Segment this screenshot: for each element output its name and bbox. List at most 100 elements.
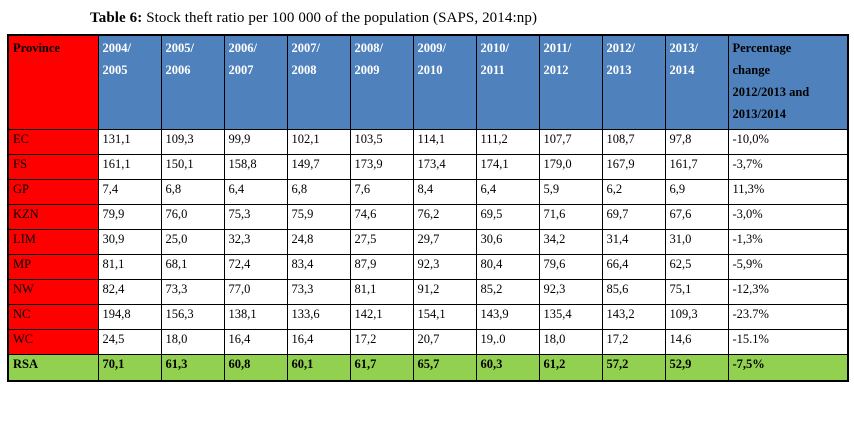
pct-change-cell: -23.7% xyxy=(727,303,849,330)
value-cell: 6,8 xyxy=(160,178,225,205)
table-row: NW 82,4 73,3 77,0 73,3 81,1 91,2 85,2 92,3 85,6 75… xyxy=(7,278,849,305)
value-cell: 67,6 xyxy=(664,203,729,230)
value-cell: 114,1 xyxy=(412,128,477,155)
value-cell: 72,4 xyxy=(223,253,288,280)
value-cell: 109,3 xyxy=(664,303,729,330)
province-cell: WC xyxy=(7,328,99,355)
value-cell: 77,0 xyxy=(223,278,288,305)
value-cell: 61,7 xyxy=(349,353,414,382)
value-cell: 83,4 xyxy=(286,253,351,280)
value-cell: 135,4 xyxy=(538,303,603,330)
value-cell: 76,2 xyxy=(412,203,477,230)
value-cell: 16,4 xyxy=(223,328,288,355)
value-cell: 7,4 xyxy=(97,178,162,205)
value-cell: 85,6 xyxy=(601,278,666,305)
value-cell: 30,9 xyxy=(97,228,162,255)
value-cell: 57,2 xyxy=(601,353,666,382)
table-row: EC 131,1 109,3 99,9 102,1 103,5 114,1 111,2 107,… xyxy=(7,128,849,155)
value-cell: 69,7 xyxy=(601,203,666,230)
value-cell: 79,6 xyxy=(538,253,603,280)
value-cell: 143,9 xyxy=(475,303,540,330)
page: Table 6: Stock theft ratio per 100 000 o… xyxy=(0,10,854,382)
province-cell: NC xyxy=(7,303,99,330)
table-row: NC 194,8 156,3 138,1 133,6 142,1 154,1 143,9 135… xyxy=(7,303,849,330)
value-cell: 24,8 xyxy=(286,228,351,255)
value-cell: 14,6 xyxy=(664,328,729,355)
table-caption: Table 6: Stock theft ratio per 100 000 o… xyxy=(90,10,854,27)
value-cell: 138,1 xyxy=(223,303,288,330)
value-cell: 75,3 xyxy=(223,203,288,230)
pct-change-cell: -3,7% xyxy=(727,153,849,180)
pct-change-cell: -5,9% xyxy=(727,253,849,280)
value-cell: 16,4 xyxy=(286,328,351,355)
value-cell: 103,5 xyxy=(349,128,414,155)
value-cell: 109,3 xyxy=(160,128,225,155)
value-cell: 75,9 xyxy=(286,203,351,230)
value-cell: 161,1 xyxy=(97,153,162,180)
province-cell: NW xyxy=(7,278,99,305)
value-cell: 17,2 xyxy=(349,328,414,355)
value-cell: 7,6 xyxy=(349,178,414,205)
header-pct-change: Percentage change 2012/2013 and 2013/201… xyxy=(727,34,849,130)
value-cell: 102,1 xyxy=(286,128,351,155)
value-cell: 173,9 xyxy=(349,153,414,180)
value-cell: 6,4 xyxy=(475,178,540,205)
value-cell: 5,9 xyxy=(538,178,603,205)
value-cell: 60,1 xyxy=(286,353,351,382)
value-cell: 6,8 xyxy=(286,178,351,205)
value-cell: 60,8 xyxy=(223,353,288,382)
value-cell: 60,3 xyxy=(475,353,540,382)
pct-change-cell: -1,3% xyxy=(727,228,849,255)
province-cell: MP xyxy=(7,253,99,280)
value-cell: 71,6 xyxy=(538,203,603,230)
value-cell: 20,7 xyxy=(412,328,477,355)
value-cell: 69,5 xyxy=(475,203,540,230)
value-cell: 99,9 xyxy=(223,128,288,155)
value-cell: 80,4 xyxy=(475,253,540,280)
table-caption-label: Table 6: xyxy=(90,10,143,26)
value-cell: 92,3 xyxy=(412,253,477,280)
header-year: 2011/ 2012 xyxy=(538,34,603,130)
table-row: MP 81,1 68,1 72,4 83,4 87,9 92,3 80,4 79,6 66,4 62… xyxy=(7,253,849,280)
value-cell: 25,0 xyxy=(160,228,225,255)
value-cell: 76,0 xyxy=(160,203,225,230)
value-cell: 79,9 xyxy=(97,203,162,230)
province-cell: GP xyxy=(7,178,99,205)
header-province: Province xyxy=(7,34,99,130)
value-cell: 194,8 xyxy=(97,303,162,330)
value-cell: 29,7 xyxy=(412,228,477,255)
pct-change-cell: -15.1% xyxy=(727,328,849,355)
value-cell: 30,6 xyxy=(475,228,540,255)
value-cell: 75,1 xyxy=(664,278,729,305)
value-cell: 70,1 xyxy=(97,353,162,382)
stock-theft-table: Province 2004/ 2005 2005/ 2006 2006/ 200… xyxy=(7,34,849,382)
value-cell: 32,3 xyxy=(223,228,288,255)
value-cell: 65,7 xyxy=(412,353,477,382)
table-row: WC 24,5 18,0 16,4 16,4 17,2 20,7 19,.0 18,0 17,2 1… xyxy=(7,328,849,355)
value-cell: 82,4 xyxy=(97,278,162,305)
value-cell: 154,1 xyxy=(412,303,477,330)
value-cell: 6,2 xyxy=(601,178,666,205)
value-cell: 158,8 xyxy=(223,153,288,180)
value-cell: 108,7 xyxy=(601,128,666,155)
value-cell: 74,6 xyxy=(349,203,414,230)
header-year: 2009/ 2010 xyxy=(412,34,477,130)
header-year: 2008/ 2009 xyxy=(349,34,414,130)
header-year: 2005/ 2006 xyxy=(160,34,225,130)
province-cell: EC xyxy=(7,128,99,155)
value-cell: 61,3 xyxy=(160,353,225,382)
table-row: KZN 79,9 76,0 75,3 75,9 74,6 76,2 69,5 71,6 69,7 6… xyxy=(7,203,849,230)
value-cell: 73,3 xyxy=(160,278,225,305)
header-year: 2013/ 2014 xyxy=(664,34,729,130)
value-cell: 150,1 xyxy=(160,153,225,180)
value-cell: 107,7 xyxy=(538,128,603,155)
province-cell: FS xyxy=(7,153,99,180)
header-year: 2004/ 2005 xyxy=(97,34,162,130)
value-cell: 8,4 xyxy=(412,178,477,205)
value-cell: 143,2 xyxy=(601,303,666,330)
value-cell: 18,0 xyxy=(538,328,603,355)
value-cell: 97,8 xyxy=(664,128,729,155)
province-cell: KZN xyxy=(7,203,99,230)
table-row: GP 7,4 6,8 6,4 6,8 7,6 8,4 6,4 5,9 6,2 6,9 11,3% xyxy=(7,178,849,205)
value-cell: 161,7 xyxy=(664,153,729,180)
